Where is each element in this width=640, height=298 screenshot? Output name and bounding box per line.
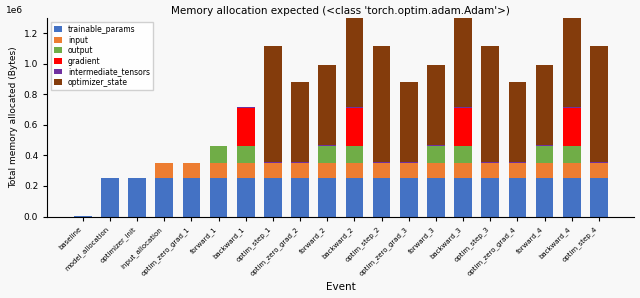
X-axis label: Event: Event: [326, 283, 356, 292]
Bar: [400, 163, 417, 179]
Bar: [590, 46, 608, 162]
Bar: [210, 179, 227, 217]
Bar: [454, 163, 472, 179]
Bar: [454, 179, 472, 217]
Bar: [372, 162, 390, 163]
Bar: [101, 179, 119, 217]
Bar: [536, 146, 554, 163]
Bar: [536, 163, 554, 179]
Bar: [237, 163, 255, 179]
Bar: [427, 146, 445, 163]
Bar: [563, 12, 580, 107]
Text: 1e6: 1e6: [6, 6, 22, 15]
Bar: [291, 162, 309, 163]
Bar: [590, 179, 608, 217]
Bar: [319, 179, 336, 217]
Bar: [536, 179, 554, 217]
Bar: [182, 179, 200, 217]
Bar: [291, 179, 309, 217]
Bar: [128, 179, 146, 217]
Bar: [319, 66, 336, 145]
Bar: [346, 146, 364, 163]
Bar: [346, 179, 364, 217]
Bar: [346, 108, 364, 146]
Bar: [481, 179, 499, 217]
Bar: [509, 163, 526, 179]
Bar: [237, 108, 255, 146]
Bar: [264, 163, 282, 179]
Bar: [427, 179, 445, 217]
Title: Memory allocation expected (<class 'torch.optim.adam.Adam'>): Memory allocation expected (<class 'torc…: [172, 6, 510, 16]
Bar: [454, 146, 472, 163]
Bar: [182, 163, 200, 179]
Bar: [156, 179, 173, 217]
Bar: [563, 179, 580, 217]
Bar: [156, 163, 173, 179]
Bar: [210, 146, 227, 163]
Bar: [454, 108, 472, 146]
Bar: [481, 163, 499, 179]
Y-axis label: Total memory allocated (Bytes): Total memory allocated (Bytes): [9, 46, 19, 188]
Bar: [427, 66, 445, 145]
Bar: [454, 12, 472, 107]
Bar: [481, 46, 499, 162]
Bar: [427, 145, 445, 146]
Bar: [291, 82, 309, 162]
Bar: [264, 46, 282, 162]
Bar: [319, 146, 336, 163]
Bar: [563, 163, 580, 179]
Bar: [509, 82, 526, 162]
Bar: [237, 146, 255, 163]
Bar: [536, 66, 554, 145]
Bar: [509, 179, 526, 217]
Bar: [400, 82, 417, 162]
Bar: [563, 108, 580, 146]
Bar: [400, 179, 417, 217]
Bar: [590, 163, 608, 179]
Bar: [454, 107, 472, 108]
Bar: [372, 163, 390, 179]
Bar: [346, 12, 364, 107]
Bar: [372, 46, 390, 162]
Bar: [210, 163, 227, 179]
Bar: [536, 145, 554, 146]
Bar: [481, 162, 499, 163]
Bar: [319, 163, 336, 179]
Bar: [509, 162, 526, 163]
Bar: [264, 179, 282, 217]
Bar: [291, 163, 309, 179]
Bar: [563, 146, 580, 163]
Bar: [563, 107, 580, 108]
Bar: [427, 163, 445, 179]
Bar: [346, 163, 364, 179]
Bar: [237, 179, 255, 217]
Bar: [237, 107, 255, 108]
Bar: [590, 162, 608, 163]
Bar: [319, 145, 336, 146]
Bar: [346, 107, 364, 108]
Bar: [372, 179, 390, 217]
Bar: [400, 162, 417, 163]
Bar: [264, 162, 282, 163]
Legend: trainable_params, input, output, gradient, intermediate_tensors, optimizer_state: trainable_params, input, output, gradien…: [51, 22, 153, 90]
